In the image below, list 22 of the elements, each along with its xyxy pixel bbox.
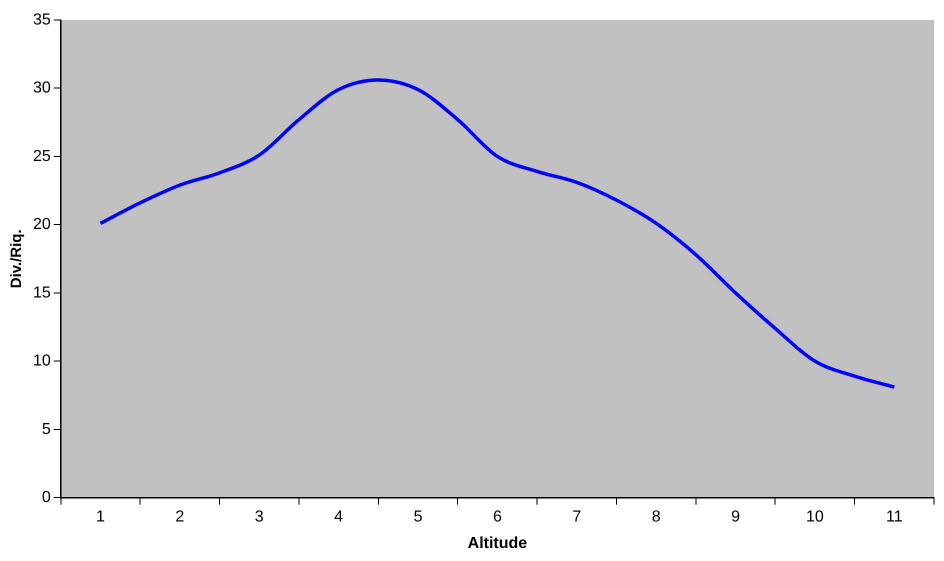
x-tick-label: 5 <box>414 508 423 526</box>
y-tick-label: 0 <box>42 489 51 506</box>
y-tick-label: 5 <box>42 420 51 438</box>
x-tick-label: 1 <box>96 508 106 526</box>
x-tick-label: 2 <box>175 508 184 526</box>
x-tick-label: 11 <box>886 508 903 526</box>
x-axis-title: Altitude <box>468 534 528 552</box>
x-tick-label: 3 <box>254 508 264 526</box>
y-tick-label: 35 <box>33 11 51 28</box>
y-tick-label: 20 <box>33 216 51 234</box>
y-axis-title: Div./Riq. <box>8 229 26 288</box>
x-tick-label: 7 <box>572 508 582 526</box>
y-tick-label: 10 <box>33 352 51 370</box>
x-tick-label: 10 <box>806 508 824 526</box>
y-tick-label: 25 <box>33 148 51 165</box>
x-tick-label: 4 <box>334 508 344 526</box>
y-tick-label: 30 <box>33 80 51 97</box>
x-tick-label: 8 <box>652 508 661 526</box>
y-tick-label: 15 <box>33 284 51 302</box>
line-series <box>98 78 896 389</box>
x-tick-label: 6 <box>492 508 502 526</box>
x-tick-label: 9 <box>731 508 740 526</box>
